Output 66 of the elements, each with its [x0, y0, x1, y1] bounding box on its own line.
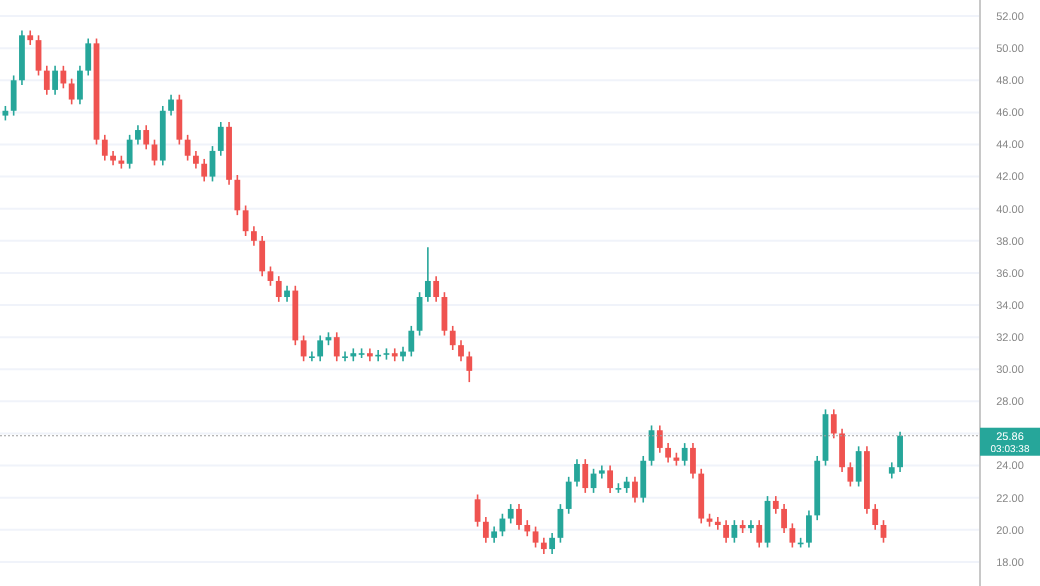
candlestick — [408, 325, 415, 358]
candlestick — [168, 93, 174, 117]
candlestick — [333, 331, 340, 363]
candlestick — [242, 204, 249, 237]
candlestick — [582, 458, 589, 494]
candlestick — [126, 134, 133, 170]
candlestick — [656, 424, 663, 454]
candlestick — [60, 65, 67, 90]
candlestick — [482, 516, 489, 544]
candlestick — [151, 138, 158, 167]
candlestick — [217, 121, 224, 157]
candlestick — [275, 275, 282, 303]
candlestick — [516, 503, 522, 531]
candlestick — [259, 235, 266, 277]
candlestick — [714, 516, 721, 531]
candlestick — [366, 347, 373, 363]
candlestick — [449, 325, 456, 351]
candlestick — [52, 65, 58, 96]
candlestick — [342, 350, 348, 363]
candlestick — [300, 334, 307, 363]
candlestick — [806, 509, 812, 549]
candlestick — [77, 65, 83, 106]
candlestick — [19, 29, 25, 86]
candlestick — [424, 246, 431, 303]
candlestick — [872, 503, 879, 531]
candlestick — [458, 339, 464, 363]
candlestick — [466, 350, 473, 383]
candlestick — [184, 134, 191, 162]
candlestick — [607, 464, 614, 494]
candlestick — [789, 522, 796, 549]
candlestick — [681, 442, 688, 467]
candlestick — [781, 503, 787, 534]
candlestick — [507, 503, 514, 525]
candlestick — [748, 519, 754, 534]
candlestick — [317, 334, 324, 363]
candlestick — [855, 445, 862, 488]
candlestick — [201, 158, 208, 183]
candlestick — [690, 442, 696, 480]
candlestick — [565, 476, 572, 515]
candlestick — [839, 427, 845, 473]
candlestick — [897, 431, 903, 473]
candlestick — [433, 275, 440, 303]
candlestick — [640, 455, 647, 504]
candlestick — [731, 519, 738, 544]
candlestick — [101, 134, 108, 162]
candlestick — [847, 461, 854, 488]
candlestick — [68, 77, 75, 106]
candlestick — [665, 442, 672, 464]
candlestick — [532, 525, 539, 549]
candlestick — [43, 65, 50, 96]
candlestick — [234, 174, 241, 216]
candlestick — [251, 225, 257, 247]
candlestick — [135, 124, 141, 146]
candlestick — [308, 350, 315, 363]
candlestick — [391, 347, 398, 363]
candlestick — [574, 458, 580, 488]
candlestick — [723, 519, 729, 544]
candlestick — [549, 532, 556, 555]
candlestick — [10, 74, 17, 117]
candlestick — [85, 37, 92, 77]
candlestick — [632, 476, 638, 504]
candlestick — [830, 408, 837, 440]
candlestick — [176, 93, 183, 146]
candlestick — [698, 468, 705, 525]
candlestick — [756, 519, 763, 549]
candlestick — [143, 124, 150, 151]
